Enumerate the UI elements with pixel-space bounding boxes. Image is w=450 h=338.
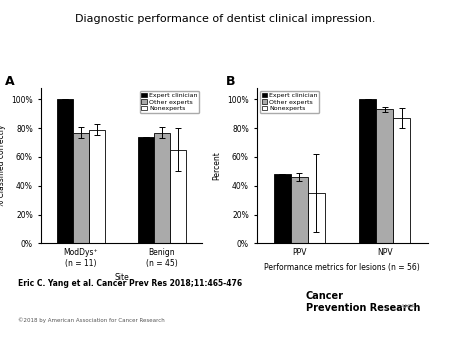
Text: AACR: AACR bbox=[400, 304, 415, 309]
Legend: Expert clinician, Other experts, Nonexperts: Expert clinician, Other experts, Nonexpe… bbox=[140, 91, 199, 113]
X-axis label: Performance metrics for lesions (n = 56): Performance metrics for lesions (n = 56) bbox=[264, 263, 420, 272]
Text: B: B bbox=[226, 75, 235, 89]
Text: Eric C. Yang et al. Cancer Prev Res 2018;11:465-476: Eric C. Yang et al. Cancer Prev Res 2018… bbox=[18, 279, 242, 288]
Bar bbox=[308, 193, 325, 243]
Bar bbox=[138, 137, 154, 243]
Text: A: A bbox=[5, 75, 14, 89]
Bar bbox=[393, 118, 410, 243]
Bar bbox=[57, 99, 73, 243]
Bar bbox=[359, 99, 376, 243]
Bar bbox=[73, 132, 89, 243]
X-axis label: Site: Site bbox=[114, 273, 129, 282]
Bar bbox=[170, 150, 186, 243]
Y-axis label: % Classified correctly: % Classified correctly bbox=[0, 124, 6, 207]
Text: Diagnostic performance of dentist clinical impression.: Diagnostic performance of dentist clinic… bbox=[75, 14, 375, 24]
Bar bbox=[154, 132, 170, 243]
Text: Cancer
Prevention Research: Cancer Prevention Research bbox=[306, 291, 420, 313]
Bar bbox=[89, 130, 105, 243]
Y-axis label: Percent: Percent bbox=[213, 151, 222, 180]
Bar bbox=[376, 110, 393, 243]
Bar bbox=[291, 177, 308, 243]
Text: ©2018 by American Association for Cancer Research: ©2018 by American Association for Cancer… bbox=[18, 318, 165, 323]
Bar bbox=[274, 174, 291, 243]
Legend: Expert clinician, Other experts, Nonexperts: Expert clinician, Other experts, Nonexpe… bbox=[260, 91, 320, 113]
